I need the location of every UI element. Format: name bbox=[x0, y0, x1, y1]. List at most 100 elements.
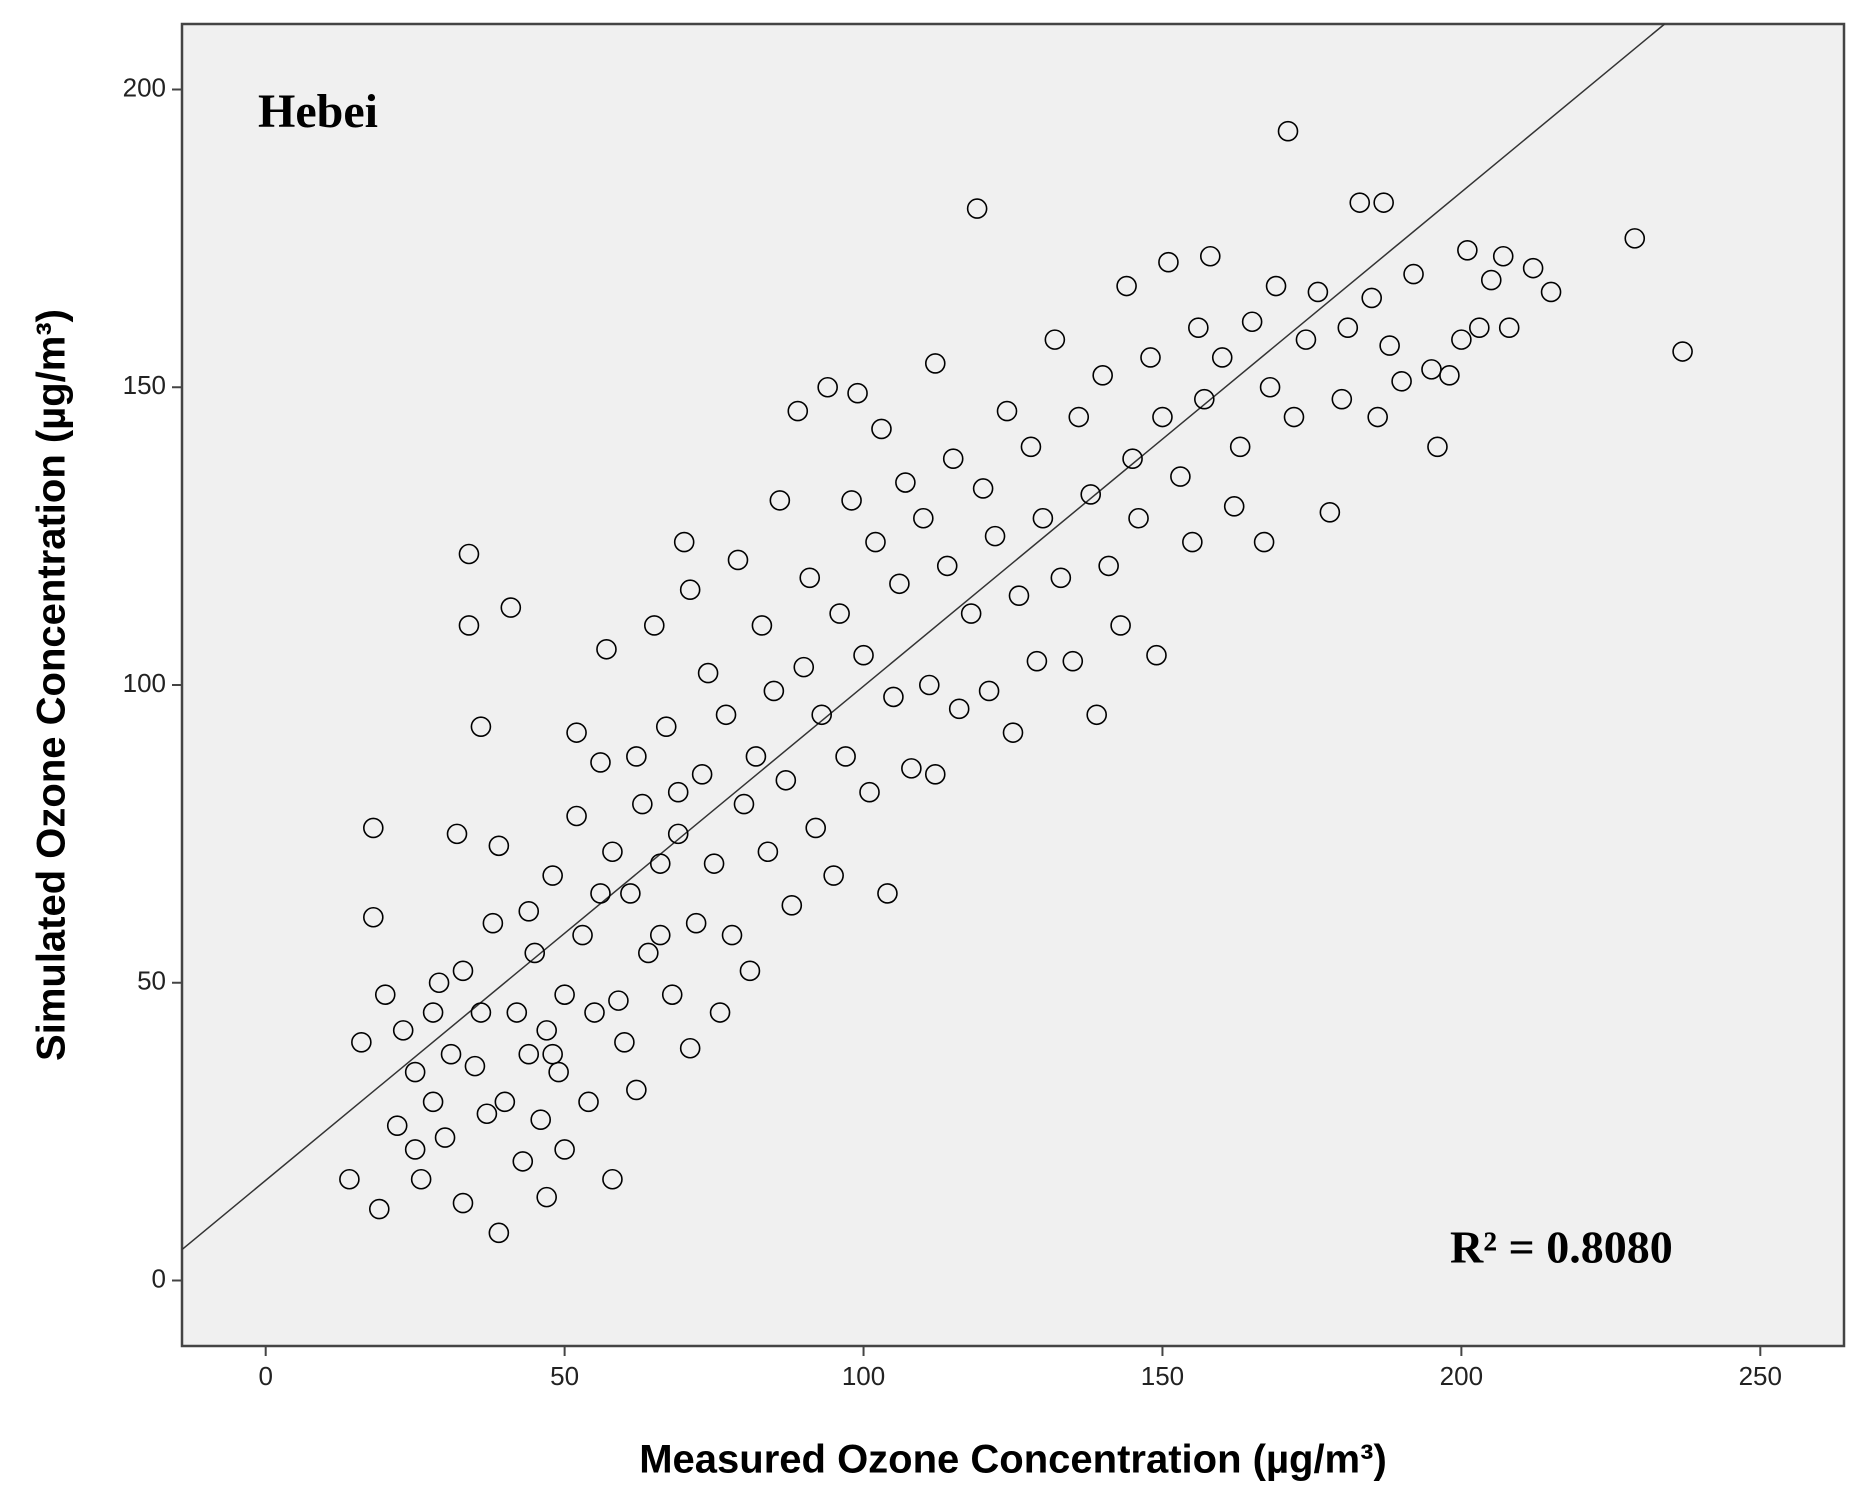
point bbox=[1068, 406, 1090, 428]
point bbox=[386, 1115, 408, 1136]
point bbox=[1128, 507, 1149, 529]
point bbox=[440, 1043, 462, 1065]
point bbox=[781, 895, 803, 916]
point bbox=[1199, 245, 1221, 267]
point bbox=[578, 1091, 599, 1113]
point bbox=[936, 555, 958, 577]
point bbox=[1122, 448, 1143, 470]
point bbox=[1170, 466, 1191, 487]
point bbox=[703, 853, 725, 874]
point bbox=[655, 716, 677, 737]
point bbox=[775, 769, 797, 791]
point bbox=[500, 597, 522, 618]
point bbox=[392, 1020, 414, 1041]
point bbox=[1188, 317, 1209, 339]
point bbox=[1044, 329, 1066, 350]
point bbox=[889, 573, 910, 595]
point bbox=[1307, 281, 1329, 303]
x-tick-label: 200 bbox=[1440, 1361, 1483, 1391]
point bbox=[590, 883, 611, 904]
point bbox=[458, 543, 480, 565]
point bbox=[512, 1151, 534, 1172]
point bbox=[787, 400, 809, 422]
point bbox=[859, 781, 880, 803]
point bbox=[542, 1043, 563, 1065]
point bbox=[494, 1091, 516, 1113]
point bbox=[1152, 406, 1173, 428]
point bbox=[482, 912, 504, 934]
point bbox=[1259, 376, 1281, 398]
point bbox=[1229, 436, 1251, 458]
point bbox=[960, 603, 982, 624]
point bbox=[978, 680, 1000, 702]
point bbox=[823, 865, 844, 886]
point bbox=[1469, 317, 1490, 339]
x-tick-label: 0 bbox=[258, 1361, 272, 1391]
point bbox=[1427, 436, 1448, 458]
x-axis-label: Measured Ozone Concentration (µg/m³) bbox=[639, 1438, 1387, 1482]
point bbox=[1337, 317, 1359, 339]
point bbox=[673, 531, 695, 553]
point bbox=[476, 1103, 498, 1125]
point bbox=[901, 758, 922, 779]
point bbox=[1182, 531, 1203, 553]
point bbox=[667, 823, 689, 845]
point bbox=[972, 478, 994, 499]
point bbox=[1253, 531, 1275, 553]
plot-area bbox=[180, 22, 1846, 1348]
point bbox=[1098, 555, 1119, 577]
point bbox=[470, 716, 492, 737]
x-tick-label: 250 bbox=[1739, 1361, 1782, 1391]
point bbox=[1480, 269, 1502, 291]
y-tick-label: 200 bbox=[123, 72, 166, 102]
point bbox=[452, 960, 474, 982]
point bbox=[757, 841, 779, 863]
point bbox=[847, 382, 868, 404]
point bbox=[470, 1002, 492, 1023]
point bbox=[1283, 406, 1305, 428]
point bbox=[572, 924, 593, 946]
y-tick-label: 0 bbox=[152, 1263, 166, 1293]
point bbox=[1080, 484, 1102, 505]
point bbox=[805, 817, 827, 839]
point bbox=[632, 793, 653, 815]
point bbox=[374, 984, 396, 1005]
point bbox=[1540, 281, 1562, 303]
point bbox=[799, 567, 821, 589]
point bbox=[649, 853, 671, 874]
point bbox=[566, 805, 587, 827]
point bbox=[464, 1055, 486, 1077]
point bbox=[1194, 388, 1215, 410]
point bbox=[608, 990, 629, 1011]
point bbox=[446, 823, 468, 845]
point bbox=[871, 418, 892, 440]
x-tick-label: 150 bbox=[1141, 1361, 1184, 1391]
point bbox=[984, 525, 1006, 547]
point bbox=[1211, 347, 1233, 368]
point bbox=[1331, 388, 1353, 410]
point bbox=[1391, 370, 1412, 392]
point bbox=[1277, 120, 1299, 142]
point bbox=[626, 1079, 647, 1101]
point bbox=[727, 549, 749, 571]
point bbox=[518, 1043, 540, 1065]
point bbox=[942, 448, 964, 470]
point bbox=[1624, 228, 1646, 249]
x-tick-label: 100 bbox=[842, 1361, 885, 1391]
point bbox=[667, 781, 689, 803]
point bbox=[1050, 567, 1072, 589]
point bbox=[709, 1002, 731, 1023]
point bbox=[1319, 502, 1341, 523]
point bbox=[428, 972, 450, 994]
point bbox=[410, 1168, 432, 1190]
trend-line bbox=[181, 23, 1666, 1251]
point bbox=[793, 656, 815, 678]
point bbox=[1158, 251, 1179, 273]
point bbox=[745, 746, 767, 767]
point bbox=[1223, 496, 1245, 517]
point bbox=[1672, 341, 1693, 362]
point bbox=[996, 400, 1018, 422]
point bbox=[1367, 406, 1388, 428]
